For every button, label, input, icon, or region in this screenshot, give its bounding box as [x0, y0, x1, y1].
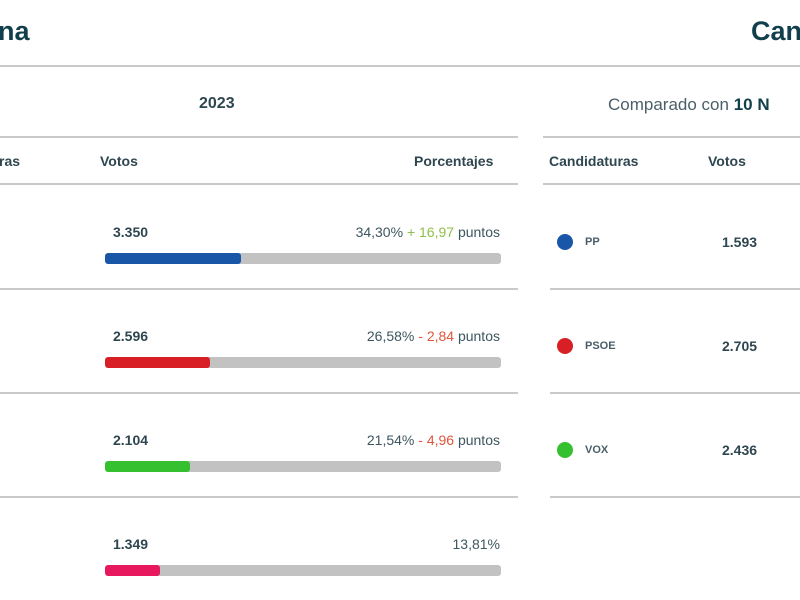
change-value: 2,84	[426, 328, 455, 344]
percentage-change: 34,30% + 16,97 puntos	[356, 224, 500, 240]
percentage-change: 26,58% - 2,84 puntos	[367, 328, 500, 344]
votes-value: 1.349	[113, 536, 149, 552]
percentage-value: 21,54%	[366, 432, 415, 448]
vote-share-bar	[105, 253, 501, 264]
left-panel-title: na	[0, 16, 30, 46]
percentage-value: 13,81%	[452, 536, 500, 552]
year-label: 2023	[199, 95, 235, 112]
comparison-label: Comparado con 10 N	[608, 95, 770, 115]
votes-value: 2.705	[722, 338, 758, 354]
party-name: PP	[585, 236, 600, 248]
vote-share-bar	[105, 357, 501, 368]
change-unit: puntos	[457, 224, 500, 240]
percentage-change: 13,81%	[453, 536, 500, 552]
change-sign: +	[406, 224, 416, 240]
comparison-election: 10 N	[733, 95, 770, 114]
votes-value: 2.596	[113, 328, 149, 344]
party-name: PSOE	[585, 340, 616, 352]
change-unit: puntos	[457, 328, 500, 344]
right-header-votos: Votos	[708, 153, 746, 169]
row-divider	[0, 496, 518, 498]
votes-value: 3.350	[113, 224, 149, 240]
change-value: 16,97	[419, 224, 455, 240]
votes-value: 2.104	[113, 432, 149, 448]
party-color-dot	[557, 442, 573, 458]
left-header-candidaturas: ras	[0, 153, 21, 169]
title-divider	[0, 65, 800, 67]
right-header-bottom-line	[543, 183, 800, 185]
vote-share-fill	[105, 253, 241, 264]
change-unit: puntos	[457, 432, 500, 448]
party-name: VOX	[585, 444, 609, 456]
votes-value: 2.436	[722, 442, 758, 458]
votes-value: 1.593	[722, 234, 758, 250]
row-divider	[550, 392, 800, 394]
percentage-change: 21,54% - 4,96 puntos	[367, 432, 500, 448]
right-header-candidaturas: Candidaturas	[549, 153, 639, 169]
change-sign: -	[418, 328, 423, 344]
percentage-value: 34,30%	[355, 224, 404, 240]
vote-share-bar	[105, 461, 501, 472]
change-value: 4,96	[426, 432, 455, 448]
vote-share-bar	[105, 565, 501, 576]
vote-share-fill	[105, 461, 191, 472]
vote-share-fill	[105, 565, 160, 576]
change-sign: -	[418, 432, 423, 448]
party-color-dot	[557, 338, 573, 354]
row-divider	[0, 392, 518, 394]
right-header-top-line	[543, 136, 800, 138]
left-header-votos: Votos	[100, 153, 138, 169]
row-divider	[550, 288, 800, 290]
left-header-top-line	[0, 136, 518, 138]
right-panel-title: Can	[751, 16, 800, 46]
row-divider	[550, 496, 800, 498]
row-divider	[0, 288, 518, 290]
vote-share-fill	[105, 357, 211, 368]
comparison-prefix: Comparado con	[608, 95, 729, 114]
left-header-bottom-line	[0, 183, 518, 185]
percentage-value: 26,58%	[366, 328, 415, 344]
left-header-porcentajes: Porcentajes	[414, 153, 494, 169]
party-color-dot	[557, 234, 573, 250]
